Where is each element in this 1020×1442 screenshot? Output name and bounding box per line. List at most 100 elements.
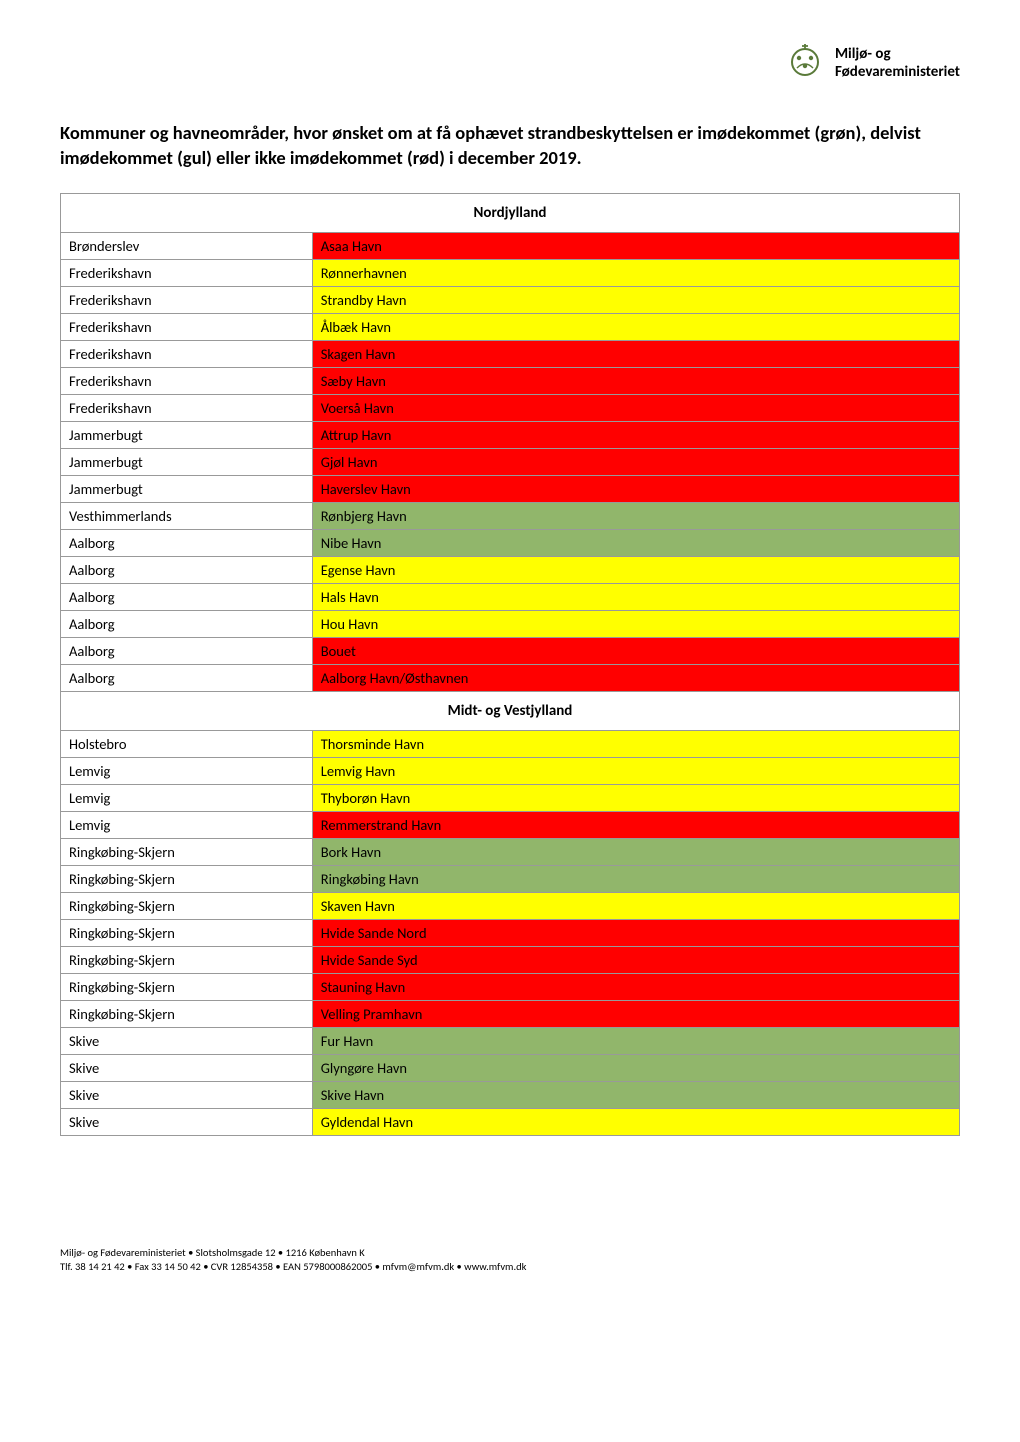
page-footer: Miljø- og Fødevareministeriet • Slotshol… — [60, 1246, 960, 1273]
harbor-cell: Ringkøbing Havn — [312, 865, 959, 892]
table-row: JammerbugtAttrup Havn — [61, 421, 960, 448]
harbor-cell: Gjøl Havn — [312, 448, 959, 475]
harbor-cell: Hou Havn — [312, 610, 959, 637]
section-header: Nordjylland — [61, 193, 960, 232]
status-table: NordjyllandBrønderslevAsaa HavnFrederiks… — [60, 193, 960, 1136]
municipality-cell: Skive — [61, 1027, 313, 1054]
footer-line2: Tlf. 38 14 21 42 • Fax 33 14 50 42 • CVR… — [60, 1260, 960, 1274]
municipality-cell: Frederikshavn — [61, 313, 313, 340]
municipality-cell: Jammerbugt — [61, 475, 313, 502]
harbor-cell: Haverslev Havn — [312, 475, 959, 502]
harbor-cell: Thorsminde Havn — [312, 730, 959, 757]
municipality-cell: Skive — [61, 1081, 313, 1108]
table-row: JammerbugtHaverslev Havn — [61, 475, 960, 502]
municipality-cell: Frederikshavn — [61, 286, 313, 313]
municipality-cell: Lemvig — [61, 811, 313, 838]
table-row: AalborgBouet — [61, 637, 960, 664]
harbor-cell: Rønbjerg Havn — [312, 502, 959, 529]
harbor-cell: Asaa Havn — [312, 232, 959, 259]
municipality-cell: Aalborg — [61, 637, 313, 664]
municipality-cell: Aalborg — [61, 556, 313, 583]
logo-line1: Miljø- og — [835, 45, 960, 63]
table-row: SkiveFur Havn — [61, 1027, 960, 1054]
harbor-cell: Egense Havn — [312, 556, 959, 583]
harbor-cell: Skagen Havn — [312, 340, 959, 367]
table-row: SkiveGyldendal Havn — [61, 1108, 960, 1135]
municipality-cell: Ringkøbing-Skjern — [61, 946, 313, 973]
harbor-cell: Stauning Havn — [312, 973, 959, 1000]
municipality-cell: Ringkøbing-Skjern — [61, 865, 313, 892]
table-row: FrederikshavnRønnerhavnen — [61, 259, 960, 286]
municipality-cell: Ringkøbing-Skjern — [61, 973, 313, 1000]
harbor-cell: Bouet — [312, 637, 959, 664]
harbor-cell: Gyldendal Havn — [312, 1108, 959, 1135]
table-row: LemvigLemvig Havn — [61, 757, 960, 784]
table-row: FrederikshavnSæby Havn — [61, 367, 960, 394]
harbor-cell: Voerså Havn — [312, 394, 959, 421]
municipality-cell: Brønderslev — [61, 232, 313, 259]
table-row: LemvigRemmerstrand Havn — [61, 811, 960, 838]
crown-icon — [785, 40, 825, 85]
municipality-cell: Ringkøbing-Skjern — [61, 919, 313, 946]
harbor-cell: Rønnerhavnen — [312, 259, 959, 286]
harbor-cell: Skive Havn — [312, 1081, 959, 1108]
harbor-cell: Thyborøn Havn — [312, 784, 959, 811]
table-row: BrønderslevAsaa Havn — [61, 232, 960, 259]
municipality-cell: Jammerbugt — [61, 421, 313, 448]
harbor-cell: Fur Havn — [312, 1027, 959, 1054]
table-row: Ringkøbing-SkjernStauning Havn — [61, 973, 960, 1000]
table-row: Ringkøbing-SkjernBork Havn — [61, 838, 960, 865]
municipality-cell: Lemvig — [61, 784, 313, 811]
table-row: LemvigThyborøn Havn — [61, 784, 960, 811]
table-row: FrederikshavnÅlbæk Havn — [61, 313, 960, 340]
harbor-cell: Velling Pramhavn — [312, 1000, 959, 1027]
municipality-cell: Aalborg — [61, 610, 313, 637]
table-row: HolstebroThorsminde Havn — [61, 730, 960, 757]
municipality-cell: Aalborg — [61, 529, 313, 556]
municipality-cell: Aalborg — [61, 664, 313, 691]
table-row: AalborgHou Havn — [61, 610, 960, 637]
table-row: JammerbugtGjøl Havn — [61, 448, 960, 475]
municipality-cell: Skive — [61, 1108, 313, 1135]
table-row: SkiveGlyngøre Havn — [61, 1054, 960, 1081]
section-header: Midt- og Vestjylland — [61, 691, 960, 730]
table-row: AalborgNibe Havn — [61, 529, 960, 556]
harbor-cell: Lemvig Havn — [312, 757, 959, 784]
municipality-cell: Ringkøbing-Skjern — [61, 1000, 313, 1027]
logo-text: Miljø- og Fødevareministeriet — [835, 45, 960, 81]
municipality-cell: Aalborg — [61, 583, 313, 610]
municipality-cell: Vesthimmerlands — [61, 502, 313, 529]
municipality-cell: Frederikshavn — [61, 340, 313, 367]
harbor-cell: Sæby Havn — [312, 367, 959, 394]
harbor-cell: Ålbæk Havn — [312, 313, 959, 340]
harbor-cell: Skaven Havn — [312, 892, 959, 919]
table-row: FrederikshavnVoerså Havn — [61, 394, 960, 421]
municipality-cell: Jammerbugt — [61, 448, 313, 475]
municipality-cell: Frederikshavn — [61, 367, 313, 394]
table-row: Ringkøbing-SkjernRingkøbing Havn — [61, 865, 960, 892]
harbor-cell: Glyngøre Havn — [312, 1054, 959, 1081]
municipality-cell: Ringkøbing-Skjern — [61, 838, 313, 865]
municipality-cell: Ringkøbing-Skjern — [61, 892, 313, 919]
municipality-cell: Holstebro — [61, 730, 313, 757]
footer-line1: Miljø- og Fødevareministeriet • Slotshol… — [60, 1246, 960, 1260]
table-row: Ringkøbing-SkjernHvide Sande Nord — [61, 919, 960, 946]
table-row: FrederikshavnSkagen Havn — [61, 340, 960, 367]
table-row: Ringkøbing-SkjernVelling Pramhavn — [61, 1000, 960, 1027]
intro-paragraph: Kommuner og havneområder, hvor ønsket om… — [60, 121, 960, 171]
table-row: FrederikshavnStrandby Havn — [61, 286, 960, 313]
harbor-cell: Hals Havn — [312, 583, 959, 610]
harbor-cell: Hvide Sande Nord — [312, 919, 959, 946]
table-row: AalborgAalborg Havn/Østhavnen — [61, 664, 960, 691]
table-row: AalborgHals Havn — [61, 583, 960, 610]
municipality-cell: Frederikshavn — [61, 259, 313, 286]
municipality-cell: Lemvig — [61, 757, 313, 784]
harbor-cell: Nibe Havn — [312, 529, 959, 556]
table-row: SkiveSkive Havn — [61, 1081, 960, 1108]
harbor-cell: Bork Havn — [312, 838, 959, 865]
municipality-cell: Skive — [61, 1054, 313, 1081]
header-logo: Miljø- og Fødevareministeriet — [60, 40, 960, 85]
harbor-cell: Strandby Havn — [312, 286, 959, 313]
municipality-cell: Frederikshavn — [61, 394, 313, 421]
table-row: VesthimmerlandsRønbjerg Havn — [61, 502, 960, 529]
